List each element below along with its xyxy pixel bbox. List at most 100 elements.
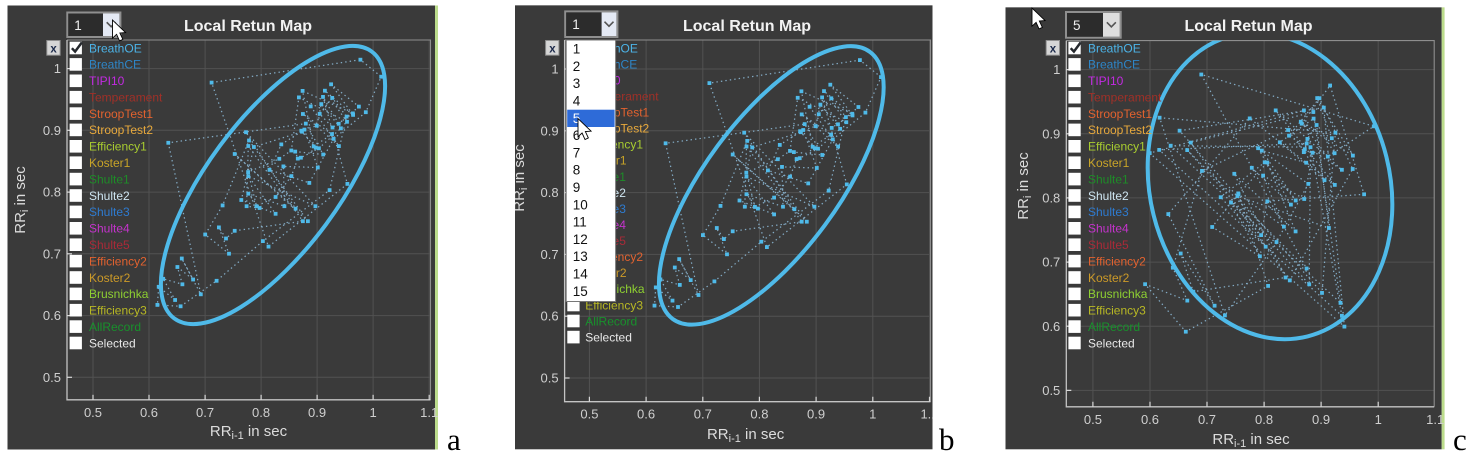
- svg-text:Shulte2: Shulte2: [89, 189, 130, 203]
- svg-text:1: 1: [572, 17, 580, 32]
- svg-text:StroopTest2: StroopTest2: [89, 123, 153, 137]
- svg-text:StroopTest2: StroopTest2: [1088, 123, 1152, 137]
- svg-text:Koster2: Koster2: [1088, 271, 1130, 285]
- svg-text:0.8: 0.8: [1255, 412, 1273, 427]
- svg-text:BreathOE: BreathOE: [1088, 41, 1141, 55]
- svg-text:BreathOE: BreathOE: [89, 41, 142, 55]
- svg-text:0.6: 0.6: [541, 309, 559, 324]
- svg-text:1: 1: [1375, 412, 1382, 427]
- svg-text:0.8: 0.8: [1042, 190, 1060, 205]
- svg-text:1: 1: [551, 62, 558, 77]
- svg-text:b: b: [939, 422, 955, 457]
- svg-text:0.6: 0.6: [43, 308, 61, 323]
- svg-text:Efficiency1: Efficiency1: [89, 140, 147, 154]
- svg-text:BreathCE: BreathCE: [1088, 58, 1140, 72]
- svg-text:RRi in sec: RRi in sec: [12, 166, 31, 234]
- svg-text:0.5: 0.5: [43, 370, 61, 385]
- svg-text:Shulte2: Shulte2: [1088, 189, 1129, 203]
- svg-text:8: 8: [573, 163, 581, 178]
- svg-text:Efficiency3: Efficiency3: [89, 304, 147, 318]
- svg-text:0.8: 0.8: [252, 405, 270, 420]
- svg-text:0.9: 0.9: [1042, 126, 1060, 141]
- svg-text:AllRecord: AllRecord: [1088, 320, 1140, 334]
- svg-text:0.9: 0.9: [308, 405, 326, 420]
- svg-text:0.6: 0.6: [1042, 319, 1060, 334]
- svg-text:Koster1: Koster1: [1088, 156, 1130, 170]
- svg-text:Local Retun Map: Local Retun Map: [184, 18, 312, 35]
- svg-text:Koster1: Koster1: [89, 156, 131, 170]
- svg-text:AllRecord: AllRecord: [585, 314, 637, 328]
- svg-text:Shulte3: Shulte3: [1088, 205, 1129, 219]
- svg-text:0.7: 0.7: [694, 407, 712, 422]
- svg-text:4: 4: [573, 94, 581, 109]
- svg-text:5: 5: [1073, 18, 1081, 33]
- svg-text:StroopTest1: StroopTest1: [89, 107, 153, 121]
- svg-text:0.6: 0.6: [140, 405, 158, 420]
- svg-text:AllRecord: AllRecord: [89, 320, 141, 334]
- svg-text:RRi-1 in sec: RRi-1 in sec: [210, 423, 288, 442]
- svg-text:0.8: 0.8: [541, 185, 559, 200]
- svg-text:a: a: [447, 422, 461, 457]
- svg-text:1: 1: [54, 61, 61, 76]
- svg-text:TIPI10: TIPI10: [1088, 74, 1124, 88]
- svg-text:TIPI10: TIPI10: [89, 74, 125, 88]
- svg-text:x: x: [1050, 43, 1057, 55]
- svg-text:13: 13: [573, 249, 588, 264]
- svg-text:BreathCE: BreathCE: [89, 58, 141, 72]
- svg-text:Local Retun Map: Local Retun Map: [1184, 18, 1312, 35]
- svg-text:11: 11: [573, 215, 587, 230]
- svg-text:Shulte4: Shulte4: [1088, 222, 1129, 236]
- svg-text:2: 2: [573, 59, 581, 74]
- svg-text:10: 10: [573, 197, 588, 212]
- svg-text:0.9: 0.9: [541, 123, 559, 138]
- svg-text:Efficiency1: Efficiency1: [1088, 140, 1146, 154]
- svg-text:14: 14: [573, 267, 589, 282]
- svg-text:0.6: 0.6: [1141, 412, 1159, 427]
- svg-text:Efficiency2: Efficiency2: [1088, 254, 1146, 268]
- svg-text:c: c: [1453, 422, 1467, 457]
- svg-text:Temperament: Temperament: [89, 91, 163, 105]
- svg-text:0.5: 0.5: [84, 405, 102, 420]
- svg-text:Koster2: Koster2: [89, 271, 131, 285]
- svg-text:Shulte1: Shulte1: [89, 172, 130, 186]
- svg-text:0.5: 0.5: [1042, 383, 1060, 398]
- svg-text:1: 1: [369, 405, 376, 420]
- svg-text:Local Retun Map: Local Retun Map: [683, 18, 811, 35]
- svg-text:1.1: 1.1: [920, 407, 938, 422]
- svg-text:0.9: 0.9: [807, 407, 825, 422]
- svg-text:3: 3: [573, 76, 581, 91]
- svg-text:0.5: 0.5: [541, 371, 559, 386]
- svg-text:9: 9: [573, 180, 581, 195]
- svg-text:Temperament: Temperament: [1088, 91, 1162, 105]
- svg-text:RRi in sec: RRi in sec: [511, 144, 530, 212]
- svg-text:Efficiency2: Efficiency2: [89, 254, 147, 268]
- svg-text:0.9: 0.9: [1312, 412, 1330, 427]
- svg-text:1: 1: [869, 407, 876, 422]
- svg-text:0.5: 0.5: [580, 407, 598, 422]
- svg-text:0.9: 0.9: [43, 123, 61, 138]
- svg-text:Shulte4: Shulte4: [89, 222, 130, 236]
- svg-text:RRi in sec: RRi in sec: [1015, 152, 1034, 220]
- svg-text:1: 1: [573, 42, 581, 57]
- svg-text:6: 6: [573, 128, 581, 143]
- svg-text:0.5: 0.5: [1084, 412, 1102, 427]
- svg-text:12: 12: [573, 232, 588, 247]
- svg-text:Selected: Selected: [89, 336, 136, 350]
- svg-text:Selected: Selected: [1088, 336, 1135, 350]
- svg-text:0.7: 0.7: [196, 405, 214, 420]
- svg-text:Brusnichka: Brusnichka: [89, 287, 149, 301]
- svg-text:15: 15: [573, 284, 588, 299]
- svg-text:1: 1: [74, 18, 82, 33]
- svg-text:Shulte5: Shulte5: [89, 238, 130, 252]
- svg-text:Efficiency3: Efficiency3: [1088, 304, 1146, 318]
- svg-text:RRi-1 in sec: RRi-1 in sec: [1212, 431, 1290, 450]
- svg-text:1.1: 1.1: [420, 405, 438, 420]
- svg-text:Shulte5: Shulte5: [1088, 238, 1129, 252]
- svg-text:Shulte3: Shulte3: [89, 205, 130, 219]
- svg-text:StroopTest1: StroopTest1: [1088, 107, 1152, 121]
- svg-text:5: 5: [573, 111, 581, 126]
- svg-text:0.8: 0.8: [750, 407, 768, 422]
- svg-text:0.7: 0.7: [1042, 255, 1060, 270]
- svg-text:0.6: 0.6: [637, 407, 655, 422]
- svg-text:0.8: 0.8: [43, 185, 61, 200]
